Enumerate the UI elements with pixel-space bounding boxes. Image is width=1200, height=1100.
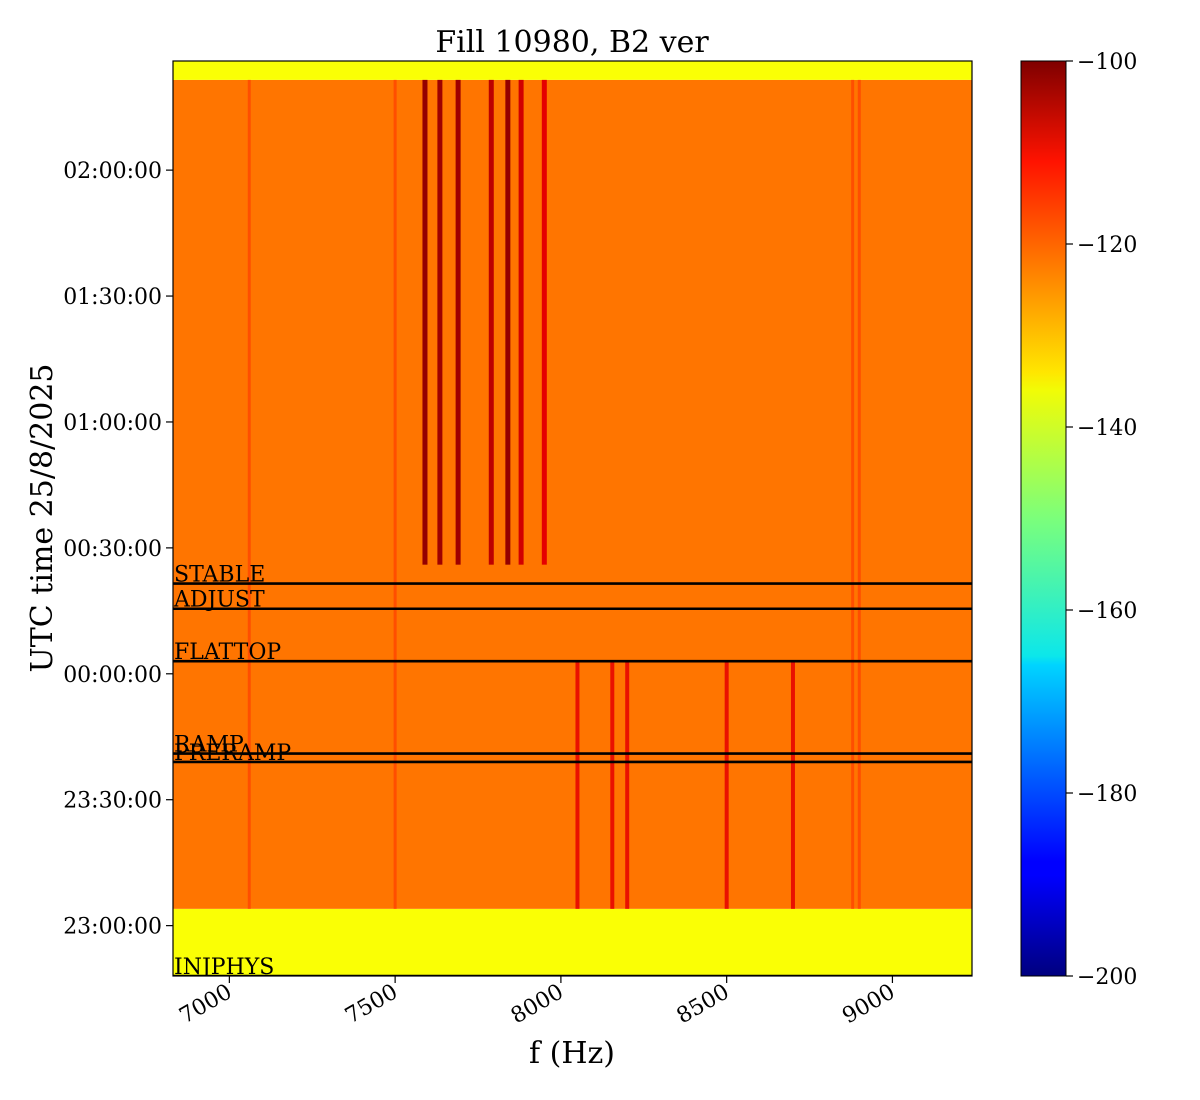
colorbar-ticks: −100 −120 −140 −160 −180 −200 [1066,50,1137,990]
y-tick-label: 02:00:00 [63,159,162,184]
colorbar-tick-label: −160 [1077,599,1137,624]
plot-frame [172,60,973,977]
spectral-line [505,79,511,565]
ramp-line [625,661,630,909]
faint-line [857,79,861,909]
y-tick-label: 01:30:00 [63,285,162,310]
event-label: FLATTOP [174,640,281,665]
spectral-line [518,79,524,565]
x-tick-label: 7000 [175,980,236,1030]
heatmap-lines [247,79,861,909]
spectral-line [437,79,443,565]
y-tick-label: 01:00:00 [63,411,162,436]
y-tick-label: 00:00:00 [63,663,162,688]
colorbar-gradient [1020,60,1067,977]
x-axis-ticks: 7000 7500 8000 8500 9000 [175,976,899,1029]
spectral-line [488,79,494,565]
y-tick-label: 23:30:00 [63,789,162,814]
x-tick-label: 8000 [507,980,568,1030]
y-axis-label: UTC time 25/8/2025 [25,364,60,673]
spectral-line [422,79,428,565]
band-during-beam [173,79,972,909]
ramp-line [790,661,795,909]
y-tick-label: 23:00:00 [63,915,162,940]
band-before-beam [173,908,972,976]
x-tick-label: 7500 [341,980,402,1030]
spectral-line [541,79,547,565]
event-label: INJPHYS [174,955,274,980]
colorbar-tick-label: −120 [1077,233,1137,258]
x-tick-label: 9000 [838,980,899,1030]
colorbar-tick-label: −180 [1077,782,1137,807]
colorbar-tick-label: −140 [1077,416,1137,441]
ramp-line [575,661,580,909]
heatmap-bands [173,61,972,976]
faint-line [851,79,855,909]
colorbar-tick-label: −100 [1077,50,1137,75]
band-after-end [173,61,972,80]
colorbar: −100 −120 −140 −160 −180 −200 [1020,50,1137,990]
x-tick-label: 8500 [673,980,734,1030]
ramp-line [724,661,729,909]
event-label: ADJUST [173,588,265,613]
y-axis-ticks: 23:00:00 23:30:00 00:00:00 00:30:00 01:00:00… [63,159,173,940]
event-label: STABLE [174,563,265,588]
chart-title: Fill 10980, B2 ver [435,25,709,60]
colorbar-tick-label: −200 [1077,965,1137,990]
ramp-line [610,661,615,909]
faint-line [247,79,251,909]
y-tick-label: 00:30:00 [63,537,162,562]
x-axis-label: f (Hz) [529,1036,615,1071]
event-label: RAMP [174,733,244,758]
spectral-line [455,79,461,565]
faint-line [393,79,397,909]
